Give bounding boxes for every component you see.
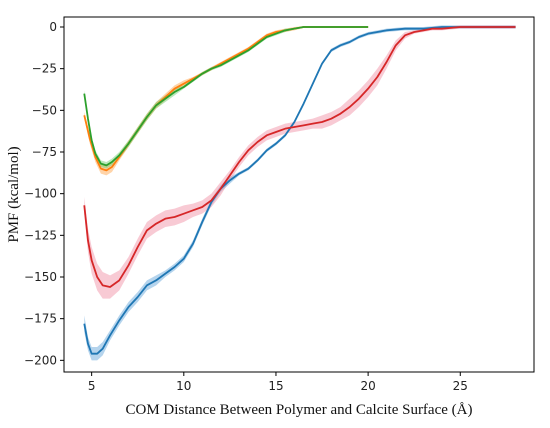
y-tick-label: −100 <box>24 187 57 201</box>
series-3-line <box>83 26 516 288</box>
x-axis-title: COM Distance Between Polymer and Calcite… <box>126 402 473 418</box>
plot-frame <box>63 16 535 373</box>
y-tick-label: −125 <box>24 228 57 242</box>
y-axis-ticks: 0 −25 −50 −75 −100 −125 −150 −175 −200 <box>24 20 64 367</box>
confidence-bands <box>84 25 516 361</box>
series-2-line <box>83 26 516 355</box>
y-tick-label: −150 <box>24 270 57 284</box>
x-tick-label: 5 <box>88 379 96 393</box>
x-axis-ticks: 5 10 15 20 25 <box>88 372 468 393</box>
series-2-band <box>84 25 516 361</box>
y-tick-label: 0 <box>49 20 57 34</box>
y-tick-label: −75 <box>32 145 57 159</box>
x-tick-label: 15 <box>268 379 283 393</box>
series-1-line <box>83 26 369 167</box>
series-lines <box>83 26 516 355</box>
y-tick-label: −25 <box>32 62 57 76</box>
y-tick-label: −50 <box>32 103 57 117</box>
x-tick-label: 20 <box>360 379 375 393</box>
y-axis-title: PMF (kcal/mol) <box>6 146 22 242</box>
x-tick-label: 10 <box>176 379 191 393</box>
y-tick-label: −200 <box>24 353 57 367</box>
series-3-band <box>84 25 516 299</box>
x-tick-label: 25 <box>453 379 468 393</box>
y-tick-label: −175 <box>24 312 57 326</box>
series-0-band <box>84 26 369 176</box>
